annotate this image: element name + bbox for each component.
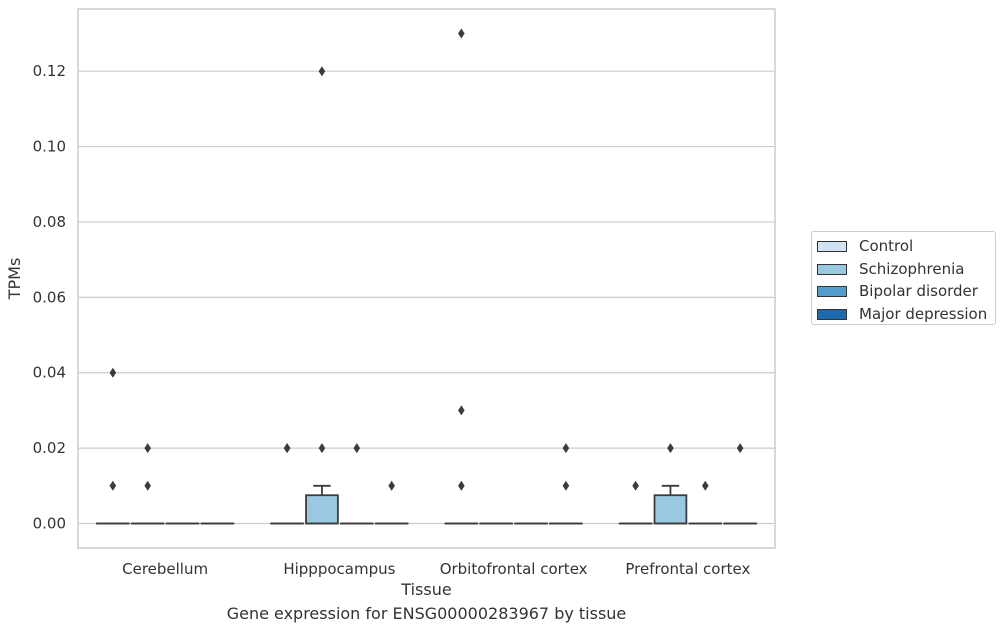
legend-item-bipolar-disorder: Bipolar disorder: [817, 281, 978, 301]
outlier-point: [736, 443, 744, 454]
y-tick-label: 0.04: [33, 364, 66, 382]
box: [653, 443, 688, 525]
outlier-point: [667, 443, 674, 454]
legend-label: Control: [859, 237, 914, 255]
outlier-point: [109, 480, 117, 491]
box: [130, 443, 165, 525]
legend-swatch-schizophrenia: [817, 263, 847, 275]
gridlines: [78, 70, 775, 525]
outlier-point: [562, 443, 570, 454]
box: [618, 480, 653, 525]
legend-item-schizophrenia: Schizophrenia: [817, 259, 964, 279]
legend-swatch-major-depression: [817, 308, 847, 320]
outlier-point: [458, 480, 465, 491]
y-tick-label: 0.08: [33, 213, 66, 231]
x-tick-label: Prefrontal cortex: [625, 560, 750, 578]
y-tick-label: 0.00: [33, 515, 66, 533]
outlier-point: [562, 480, 570, 491]
outlier-point: [283, 443, 291, 454]
box: [444, 28, 479, 525]
box: [270, 443, 304, 525]
outlier-point: [632, 480, 639, 491]
box: [374, 480, 409, 525]
legend-swatch-control: [817, 240, 847, 252]
legend-item-major-depression: Major depression: [817, 304, 987, 324]
legend-label: Schizophrenia: [859, 260, 965, 278]
box: [723, 443, 757, 525]
box: [96, 367, 130, 525]
box-body: [653, 494, 688, 525]
outlier-point: [702, 480, 709, 491]
boxes: [96, 28, 757, 525]
outlier-point: [388, 480, 395, 491]
outlier-point: [458, 405, 465, 416]
legend-label: Bipolar disorder: [859, 282, 978, 300]
legend-swatch-bipolar-disorder: [817, 285, 847, 297]
x-axis-label: Tissue: [400, 580, 451, 599]
box: [549, 443, 583, 525]
legend-item-control: Control: [817, 236, 913, 256]
outlier-point: [318, 66, 326, 77]
x-tick-label: Cerebellum: [122, 560, 208, 578]
legend-label: Major depression: [859, 305, 988, 323]
outlier-point: [109, 367, 117, 378]
y-tick-label: 0.10: [33, 138, 66, 156]
x-tick-label: Orbitofrontal cortex: [440, 560, 588, 578]
outlier-point: [144, 443, 151, 454]
legend: Control Schizophrenia Bipolar disorder M…: [811, 231, 996, 325]
y-tick-label: 0.02: [33, 439, 66, 457]
outlier-point: [458, 28, 465, 39]
box-body: [305, 494, 339, 525]
box: [339, 443, 374, 525]
outlier-point: [144, 480, 151, 491]
tick-labels: 0.00 0.02 0.04 0.06 0.08 0.10 0.12 Cerebellum Hi…: [33, 62, 751, 578]
outlier-point: [353, 443, 361, 454]
outlier-point: [318, 443, 326, 454]
y-axis-label: TPMs: [5, 258, 24, 301]
x-tick-label: Hipppocampus: [283, 560, 395, 578]
y-tick-label: 0.12: [33, 62, 66, 80]
box: [305, 66, 339, 525]
plot-frame: [77, 8, 776, 549]
box: [688, 480, 723, 525]
chart-caption: Gene expression for ENSG00000283967 by t…: [226, 604, 627, 623]
y-tick-label: 0.06: [33, 288, 66, 306]
